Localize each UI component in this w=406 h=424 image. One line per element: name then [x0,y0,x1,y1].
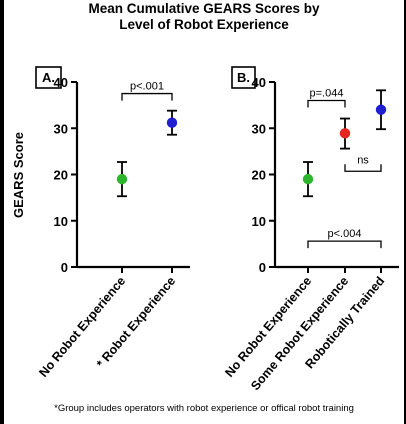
mean-point [375,104,387,115]
mean-point [166,117,178,128]
figure-panel: Mean Cumulative GEARS Scores by Level of… [4,0,404,424]
panel-label: A. [42,70,55,85]
chart-title-line-2: Level of Robot Experience [119,17,289,32]
significance-label: ns [357,154,369,166]
footnote-marker: * [54,403,58,414]
panel-label-box [35,66,62,89]
y-tick-label: 40 [54,75,68,90]
footnote-text: Group includes operators with robot expe… [57,403,354,414]
y-tick-label: 30 [252,121,266,136]
mean-point [116,173,128,185]
mean-point [302,173,314,185]
y-tick-label: 40 [252,75,266,90]
y-tick-label: 0 [61,260,68,275]
significance-label: p=.044 [310,88,344,100]
y-axis-title: GEARS Score [11,132,26,218]
significance-bracket [344,164,382,172]
chart-title-line-1: Mean Cumulative GEARS Scores by [88,1,320,16]
x-tick-label: No Robot Experience [36,274,128,380]
mean-point [339,128,351,139]
significance-bracket [307,240,382,249]
y-tick-label: 0 [259,260,266,275]
y-tick-label: 20 [252,168,266,183]
chart-svg: Mean Cumulative GEARS Scores by Level of… [11,1,399,393]
footnote: *Group includes operators with robot exp… [4,403,404,414]
panel-label-box [231,66,256,89]
y-tick-label: 10 [252,214,266,229]
panel-label: B. [237,70,250,85]
y-tick-label: 30 [54,121,68,136]
y-tick-label: 20 [54,168,68,183]
significance-label: p<.001 [130,81,164,93]
significance-bracket [121,92,173,101]
y-tick-label: 10 [54,214,68,229]
significance-label: p<.004 [328,228,362,240]
significance-bracket [307,99,346,108]
